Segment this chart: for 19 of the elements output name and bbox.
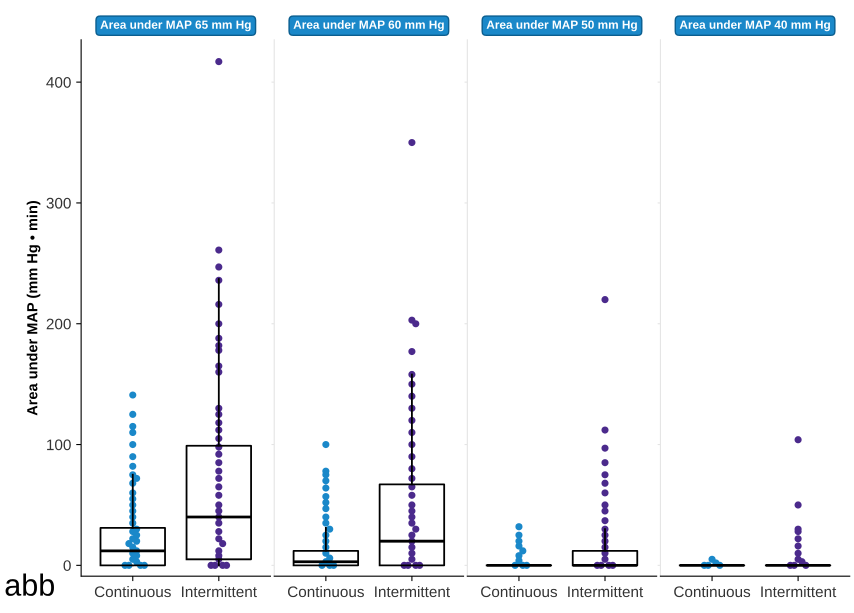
chart-title: Area under MAP 60 mm Hg: [294, 20, 444, 32]
chart-title: Area under MAP 50 mm Hg: [486, 20, 637, 32]
y-tick-label: 200: [46, 318, 71, 330]
x-tick-label: Continuous: [288, 586, 364, 598]
y-tick-label: 100: [47, 439, 71, 450]
chart-title: Area under MAP 65 mm Hg: [100, 20, 251, 32]
y-axis-title: Area under MAP (mm Hg • min): [26, 200, 40, 416]
x-tick-label: Continuous: [94, 586, 171, 598]
y-tick-label: 0: [64, 560, 71, 572]
x-tick-label: Intermittent: [568, 586, 644, 598]
y-tick-label: 400: [46, 76, 71, 88]
x-tick-label: Intermittent: [761, 586, 836, 598]
x-tick-label: Intermittent: [375, 586, 450, 598]
text: abb: [6, 573, 54, 596]
chart-title: Area under MAP 40 mm Hg: [680, 20, 830, 32]
x-tick-label: Intermittent: [182, 586, 257, 598]
y-tick-label: 300: [46, 198, 71, 209]
x-tick-label: Continuous: [481, 586, 558, 598]
x-tick-label: Continuous: [674, 586, 750, 598]
